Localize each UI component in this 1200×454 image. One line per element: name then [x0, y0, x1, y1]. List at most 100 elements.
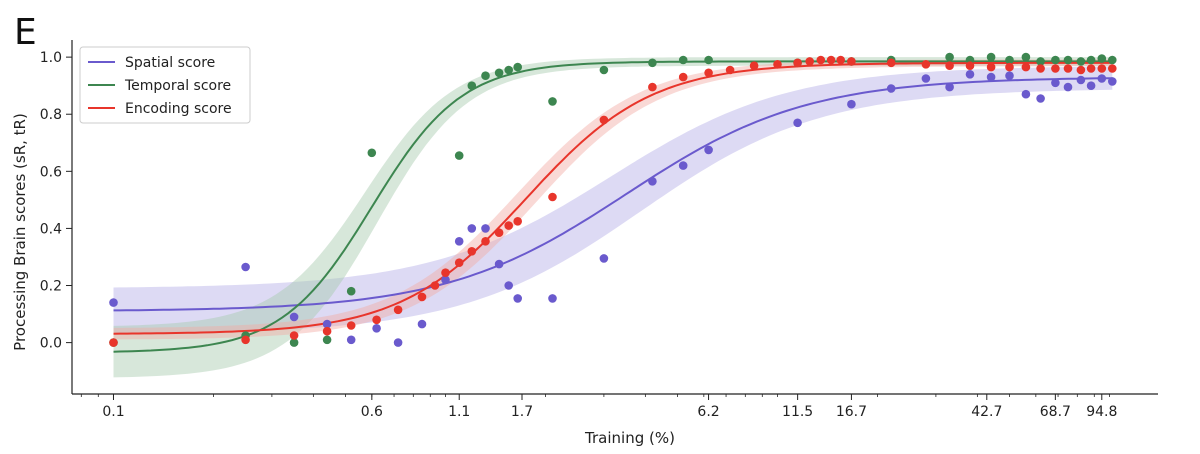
spatial-score-point: [346, 335, 356, 345]
y-tick-label: 0.0: [40, 336, 62, 352]
encoding-score-point: [1051, 64, 1060, 73]
x-axis-label: Training (%): [584, 429, 675, 447]
temporal-score-point: [945, 52, 954, 62]
encoding-score-point: [965, 61, 975, 70]
temporal-score-point: [513, 62, 522, 72]
encoding-score-point: [793, 58, 802, 68]
temporal-score-point: [1097, 54, 1107, 63]
encoding-score-point: [372, 315, 381, 325]
temporal-score-point: [1036, 57, 1045, 66]
spatial-score-point: [372, 324, 381, 333]
temporal-score-point: [678, 55, 688, 65]
spatial-score-point: [1086, 81, 1096, 90]
y-tick-label: 0.6: [40, 164, 62, 180]
encoding-score-point: [241, 335, 250, 345]
temporal-score-legend-label: Temporal score: [124, 78, 231, 94]
encoding-score-point: [805, 57, 814, 66]
y-axis-label: Processing Brain scores (sR, tR): [11, 113, 29, 351]
spatial-score-point: [1097, 74, 1107, 83]
temporal-score-point: [289, 338, 299, 347]
encoding-score-point: [986, 62, 996, 72]
encoding-score-point: [417, 292, 427, 302]
x-tick-label: 6.2: [697, 404, 719, 420]
temporal-score-point: [481, 71, 490, 80]
encoding-score-point: [921, 60, 931, 69]
confidence-bands: [113, 57, 1113, 378]
legend: Spatial score Temporal score Encoding scor…: [79, 46, 251, 124]
x-tick-label: 68.7: [1040, 404, 1071, 420]
temporal-score-point: [1086, 55, 1096, 65]
encoding-score-point: [109, 338, 118, 347]
spatial-score-point: [494, 259, 504, 269]
encoding-score-point: [678, 72, 688, 82]
spatial-score-point: [704, 145, 713, 155]
spatial-score-legend-label: Spatial score: [125, 55, 215, 71]
y-tick-label: 1.0: [40, 50, 62, 66]
encoding-score-point: [847, 57, 856, 66]
encoding-score-confidence-band: [113, 59, 1113, 340]
fit-lines: [113, 60, 1113, 353]
encoding-score-point: [648, 82, 657, 92]
x-tick-label: 16.7: [836, 404, 867, 420]
temporal-score-point: [467, 81, 477, 90]
x-tick-label: 1.1: [448, 404, 470, 420]
encoding-score-point: [1108, 64, 1117, 73]
temporal-score-confidence-band: [113, 57, 1113, 378]
panel-label: E: [14, 12, 37, 53]
x-tick-label: 42.7: [971, 404, 1002, 420]
encoding-score-point: [886, 58, 896, 68]
y-tick-label: 0.8: [40, 107, 62, 123]
spatial-score-point: [965, 70, 975, 79]
spatial-score-confidence-band: [113, 66, 1113, 334]
spatial-score-point: [1051, 78, 1060, 88]
spatial-score-point: [109, 298, 118, 307]
spatial-score-point: [793, 118, 802, 128]
spatial-score-point: [847, 99, 856, 109]
spatial-score-point: [454, 237, 464, 246]
spatial-score-point: [678, 161, 688, 170]
temporal-score-point: [986, 52, 996, 62]
encoding-score-point: [467, 247, 477, 256]
spatial-score-point: [548, 294, 557, 303]
temporal-score-point: [1108, 55, 1117, 65]
spatial-score-point: [599, 254, 609, 263]
encoding-score-point: [836, 55, 845, 65]
spatial-score-point: [504, 281, 513, 290]
encoding-score-fit-line: [113, 61, 1113, 335]
temporal-score-point: [599, 65, 609, 75]
x-tick-label: 11.5: [782, 404, 813, 420]
spatial-score-point: [289, 312, 299, 322]
encoding-score-point: [1021, 62, 1031, 72]
encoding-score-point: [454, 258, 464, 268]
encoding-score-point: [1005, 62, 1014, 72]
temporal-score-point: [1063, 55, 1073, 65]
axes: 0.1 0.6 1.1 1.7 6.2 11.5 16.7 42.7 68.7 94.8 0.0 0.…: [40, 40, 1158, 420]
encoding-score-point: [513, 217, 522, 226]
y-tick-label: 0.2: [40, 279, 62, 295]
temporal-score-point: [1005, 55, 1014, 65]
x-tick-label: 0.6: [361, 404, 383, 420]
spatial-score-point: [467, 224, 477, 233]
spatial-score-fit-line: [113, 77, 1113, 312]
spatial-score-point: [1021, 89, 1031, 99]
encoding-score-point: [393, 305, 403, 315]
temporal-score-point: [367, 148, 377, 158]
temporal-score-point: [454, 151, 464, 160]
temporal-score-point: [322, 335, 332, 345]
encoding-score-point: [599, 115, 609, 125]
encoding-score-point: [481, 237, 490, 246]
encoding-score-point: [826, 55, 836, 65]
temporal-score-point: [494, 68, 504, 78]
spatial-score-point: [648, 177, 657, 186]
encoding-score-point: [322, 326, 332, 336]
encoding-score-point: [773, 60, 782, 69]
spatial-score-point: [986, 72, 996, 82]
temporal-score-point: [548, 97, 557, 106]
encoding-score-point: [1076, 65, 1086, 75]
encoding-score-point: [346, 321, 356, 330]
encoding-score-point: [441, 268, 450, 278]
temporal-score-point: [346, 286, 356, 296]
spatial-score-point: [945, 82, 954, 92]
encoding-score-point: [430, 281, 440, 290]
